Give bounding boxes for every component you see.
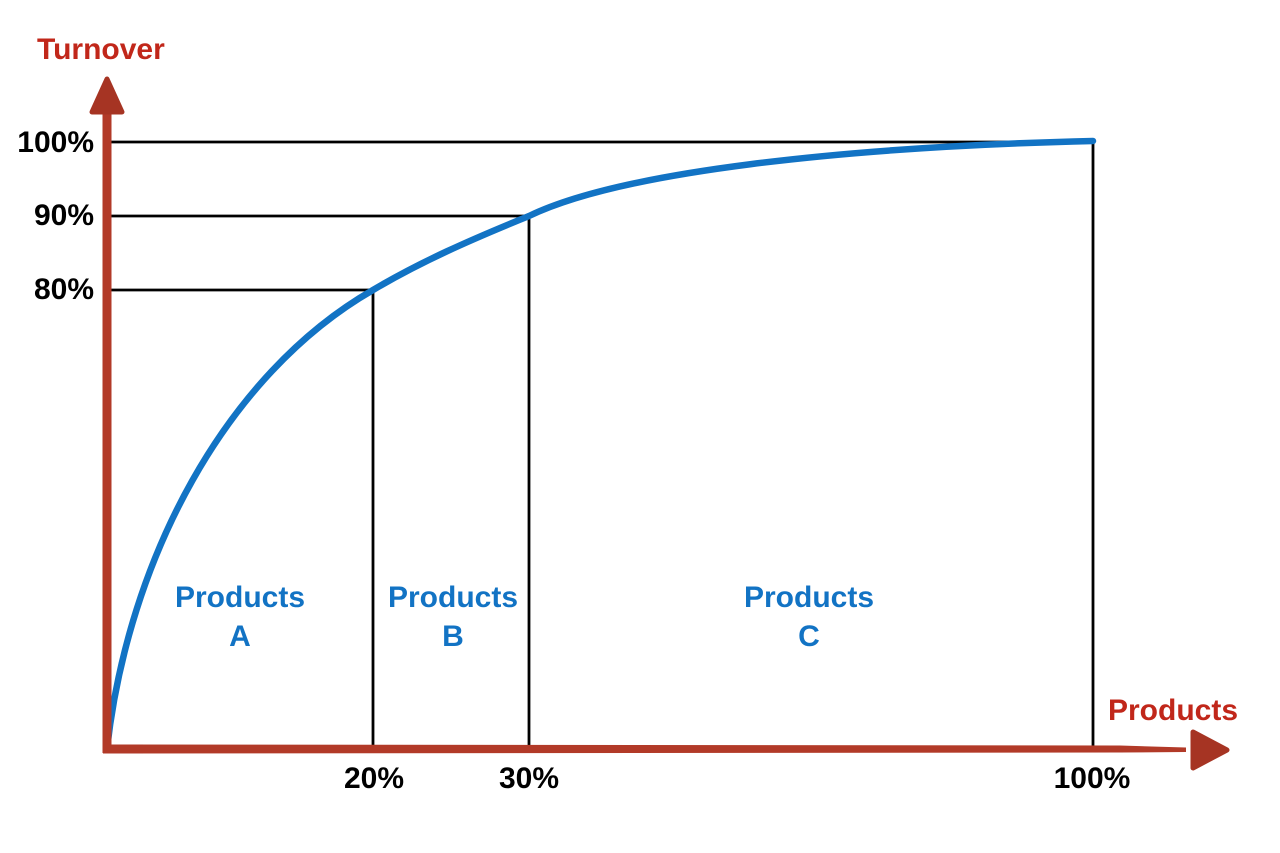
y-tick-80: 80%	[33, 273, 94, 306]
x-tick-100: 100%	[1053, 762, 1131, 795]
region-label-products-c: Products C	[689, 578, 929, 656]
y-axis-arrow-icon	[89, 76, 125, 115]
y-tick-100: 100%	[17, 126, 94, 159]
region-label-products-a: Products A	[120, 578, 360, 656]
x-axis-title: Products	[1107, 694, 1239, 727]
x-axis-line	[103, 744, 1186, 754]
x-axis-arrow-icon	[1190, 729, 1230, 771]
y-tick-90: 90%	[33, 199, 94, 232]
x-tick-20: 20%	[343, 762, 405, 795]
pareto-curve	[103, 137, 1097, 753]
y-axis-title: Turnover	[37, 33, 165, 66]
region-a-line1: Products	[174, 581, 306, 614]
region-c-line2: C	[798, 620, 820, 653]
region-label-products-b: Products B	[333, 578, 573, 656]
region-a-line2: A	[229, 620, 251, 653]
region-b-line1: Products	[387, 581, 519, 614]
x-tick-30: 30%	[498, 762, 560, 795]
region-c-line1: Products	[743, 581, 875, 614]
region-b-line2: B	[442, 620, 464, 653]
